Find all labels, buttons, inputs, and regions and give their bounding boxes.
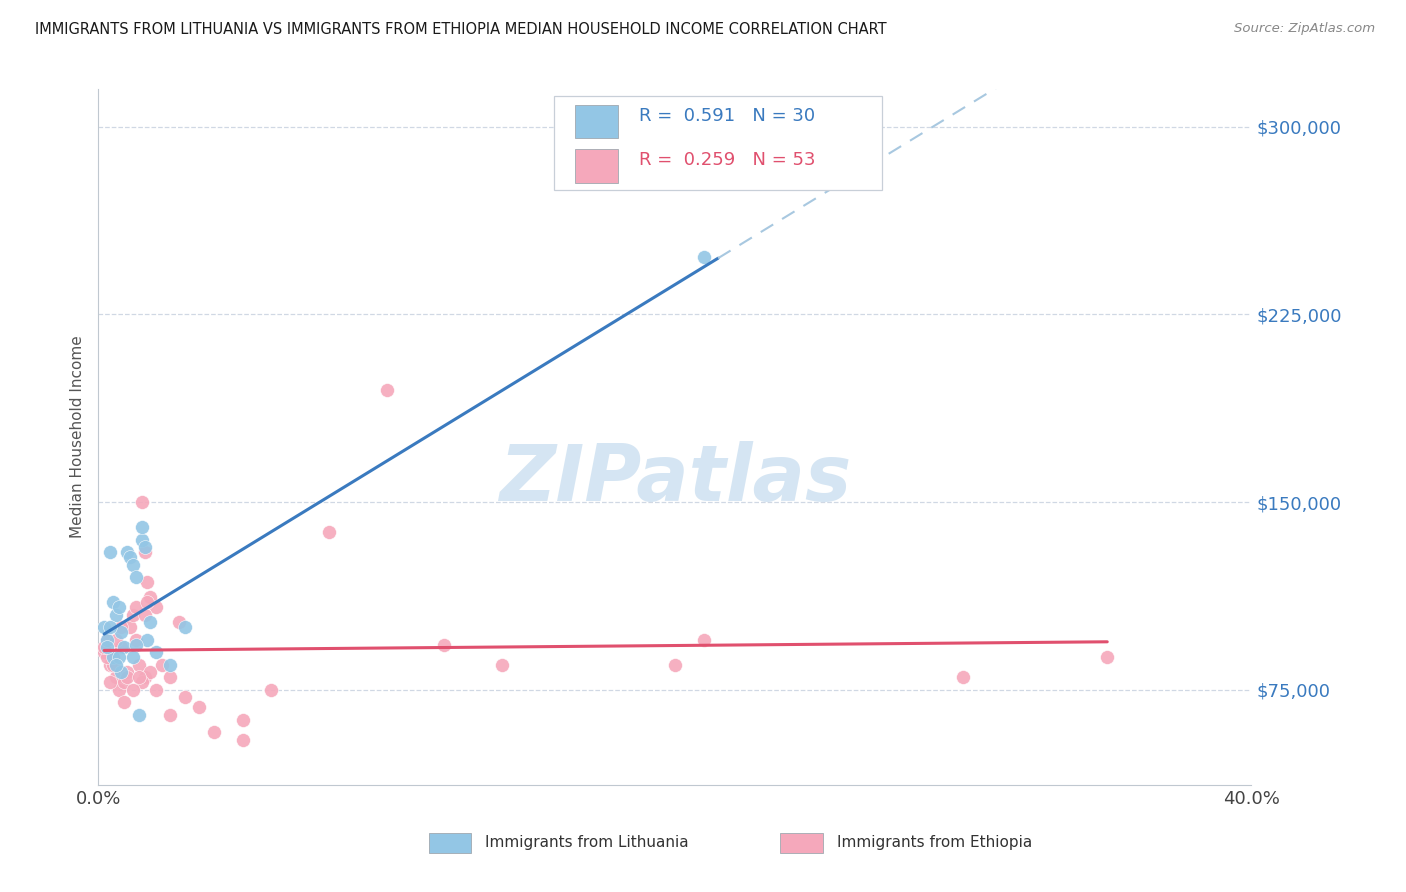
- Point: [122, 682, 145, 697]
- Point: [104, 657, 127, 672]
- Text: R =  0.591   N = 30: R = 0.591 N = 30: [640, 107, 815, 125]
- Point: [952, 670, 974, 684]
- Point: [1097, 650, 1119, 665]
- Point: [131, 495, 153, 509]
- Point: [131, 533, 153, 547]
- Point: [188, 700, 211, 714]
- Point: [145, 600, 167, 615]
- Point: [136, 632, 159, 647]
- Point: [433, 638, 456, 652]
- Point: [112, 695, 135, 709]
- Point: [139, 591, 162, 605]
- Point: [134, 607, 156, 622]
- Point: [693, 632, 716, 647]
- Point: [101, 650, 124, 665]
- Point: [104, 607, 127, 622]
- Point: [145, 645, 167, 659]
- Point: [110, 625, 132, 640]
- Point: [131, 520, 153, 534]
- Point: [120, 550, 142, 565]
- Point: [112, 640, 135, 655]
- Text: R =  0.259   N = 53: R = 0.259 N = 53: [640, 151, 815, 169]
- Point: [93, 640, 115, 655]
- Point: [101, 657, 124, 672]
- FancyBboxPatch shape: [554, 96, 883, 190]
- Text: Immigrants from Ethiopia: Immigrants from Ethiopia: [837, 836, 1032, 850]
- Point: [96, 640, 118, 655]
- Point: [110, 640, 132, 655]
- Point: [98, 545, 121, 559]
- Point: [107, 682, 129, 697]
- Point: [107, 600, 129, 615]
- Point: [174, 690, 197, 705]
- Text: Source: ZipAtlas.com: Source: ZipAtlas.com: [1234, 22, 1375, 36]
- Point: [117, 545, 138, 559]
- Point: [174, 620, 197, 634]
- Point: [101, 595, 124, 609]
- Point: [139, 615, 162, 630]
- Point: [117, 665, 138, 680]
- Point: [96, 650, 118, 665]
- Point: [125, 638, 148, 652]
- Point: [93, 645, 115, 659]
- Text: Immigrants from Lithuania: Immigrants from Lithuania: [485, 836, 689, 850]
- Point: [117, 670, 138, 684]
- Point: [128, 657, 150, 672]
- Point: [110, 620, 132, 634]
- Point: [125, 632, 148, 647]
- Y-axis label: Median Household Income: Median Household Income: [69, 335, 84, 539]
- Point: [150, 657, 173, 672]
- Point: [664, 657, 686, 672]
- Point: [134, 540, 156, 554]
- Point: [318, 525, 340, 540]
- Point: [98, 657, 121, 672]
- Point: [125, 600, 148, 615]
- Point: [159, 707, 181, 722]
- Point: [107, 650, 129, 665]
- Point: [693, 250, 716, 264]
- Point: [98, 620, 121, 634]
- Point: [98, 675, 121, 690]
- Point: [131, 675, 153, 690]
- Point: [136, 595, 159, 609]
- Point: [96, 632, 118, 647]
- Point: [260, 682, 283, 697]
- Point: [145, 682, 167, 697]
- Text: ZIPatlas: ZIPatlas: [499, 441, 851, 516]
- Point: [104, 670, 127, 684]
- Point: [159, 657, 181, 672]
- Point: [134, 545, 156, 559]
- Point: [128, 707, 150, 722]
- Point: [112, 675, 135, 690]
- Point: [134, 670, 156, 684]
- Point: [375, 383, 398, 397]
- Point: [104, 632, 127, 647]
- Point: [139, 665, 162, 680]
- Point: [110, 665, 132, 680]
- Point: [96, 632, 118, 647]
- Point: [120, 620, 142, 634]
- Point: [122, 607, 145, 622]
- Point: [122, 650, 145, 665]
- Point: [128, 670, 150, 684]
- Text: IMMIGRANTS FROM LITHUANIA VS IMMIGRANTS FROM ETHIOPIA MEDIAN HOUSEHOLD INCOME CO: IMMIGRANTS FROM LITHUANIA VS IMMIGRANTS …: [35, 22, 887, 37]
- FancyBboxPatch shape: [575, 105, 619, 138]
- Point: [491, 657, 513, 672]
- Point: [93, 620, 115, 634]
- Point: [136, 575, 159, 590]
- Point: [101, 650, 124, 665]
- Point: [202, 725, 225, 739]
- Point: [159, 670, 181, 684]
- Point: [167, 615, 190, 630]
- FancyBboxPatch shape: [575, 149, 619, 183]
- Point: [125, 570, 148, 584]
- Point: [122, 558, 145, 572]
- Point: [231, 713, 254, 727]
- Point: [231, 732, 254, 747]
